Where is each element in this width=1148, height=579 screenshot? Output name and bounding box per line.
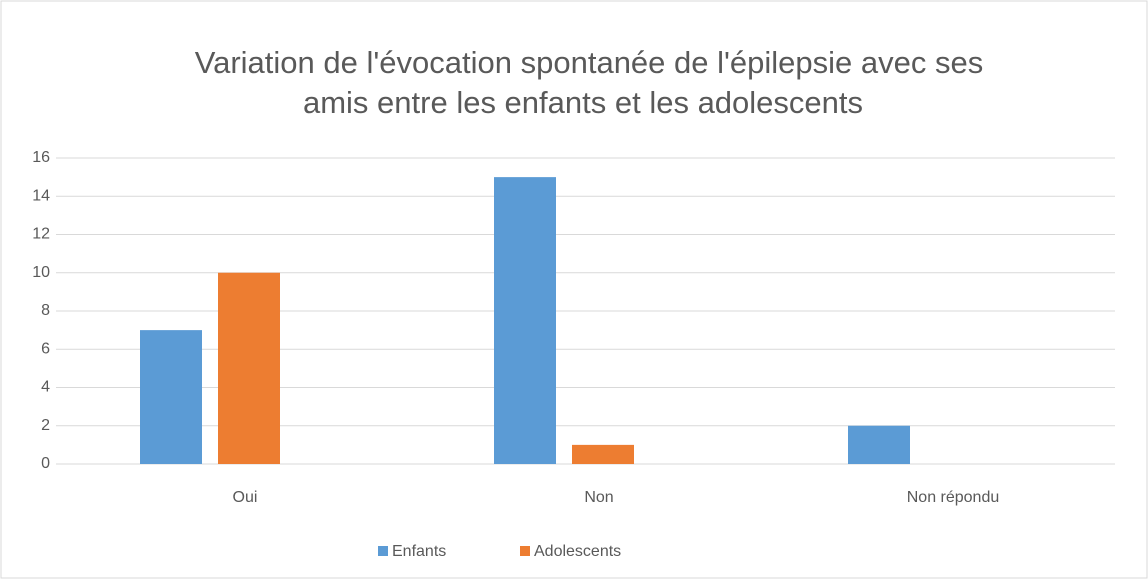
y-tick-label: 4 — [41, 379, 50, 396]
y-tick-label: 16 — [32, 149, 50, 166]
y-tick-label: 0 — [41, 455, 50, 472]
legend-label: Adolescents — [534, 543, 621, 560]
y-tick-label: 6 — [41, 340, 50, 357]
legend-swatch — [520, 546, 530, 556]
y-tick-label: 2 — [41, 417, 50, 434]
chart-title: Variation de l'évocation spontanée de l'… — [195, 45, 984, 80]
y-tick-label: 10 — [32, 264, 50, 281]
y-tick-label: 8 — [41, 302, 50, 319]
x-tick-label: Non — [584, 489, 613, 506]
legend-swatch — [378, 546, 388, 556]
chart-title: amis entre les enfants et les adolescent… — [303, 85, 863, 120]
y-tick-label: 14 — [32, 187, 50, 204]
legend-label: Enfants — [392, 543, 446, 560]
bar — [140, 330, 202, 464]
bar — [848, 425, 910, 464]
y-tick-label: 12 — [32, 226, 50, 243]
x-tick-label: Oui — [233, 489, 258, 506]
bar — [494, 177, 556, 464]
x-tick-label: Non répondu — [907, 489, 1000, 506]
bar — [218, 272, 280, 464]
bar — [572, 444, 634, 464]
